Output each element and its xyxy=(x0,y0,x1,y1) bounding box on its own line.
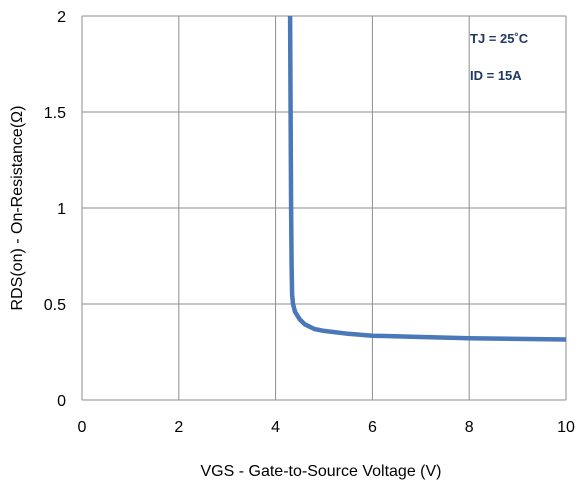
y-axis-label: RDS(on) - On-Resistance(Ω) xyxy=(9,106,26,311)
y-tick-label: 1.5 xyxy=(44,105,66,122)
series xyxy=(287,15,567,342)
grid xyxy=(81,15,567,401)
y-tick-label: 0 xyxy=(57,393,66,410)
y-tick-label: 2 xyxy=(57,9,66,26)
y-tick-label: 0.5 xyxy=(44,297,66,314)
y-tick-label: 1 xyxy=(57,201,66,218)
x-tick-label: 0 xyxy=(78,419,87,436)
x-axis-label: VGS - Gate-to-Source Voltage (V) xyxy=(201,463,442,480)
x-tick-label: 10 xyxy=(557,419,575,436)
x-tick-label: 2 xyxy=(174,419,183,436)
drain-current-annotation: ID = 15A xyxy=(470,68,522,83)
x-tick-label: 4 xyxy=(271,419,280,436)
junction-temperature-annotation: TJ = 25˚C xyxy=(470,31,529,46)
series-line-0 xyxy=(287,15,567,342)
x-tick-label: 6 xyxy=(368,419,377,436)
tick-labels: 0 2 4 6 8 10 0 0.5 1 1.5 2 xyxy=(44,9,575,436)
x-tick-label: 8 xyxy=(465,419,474,436)
